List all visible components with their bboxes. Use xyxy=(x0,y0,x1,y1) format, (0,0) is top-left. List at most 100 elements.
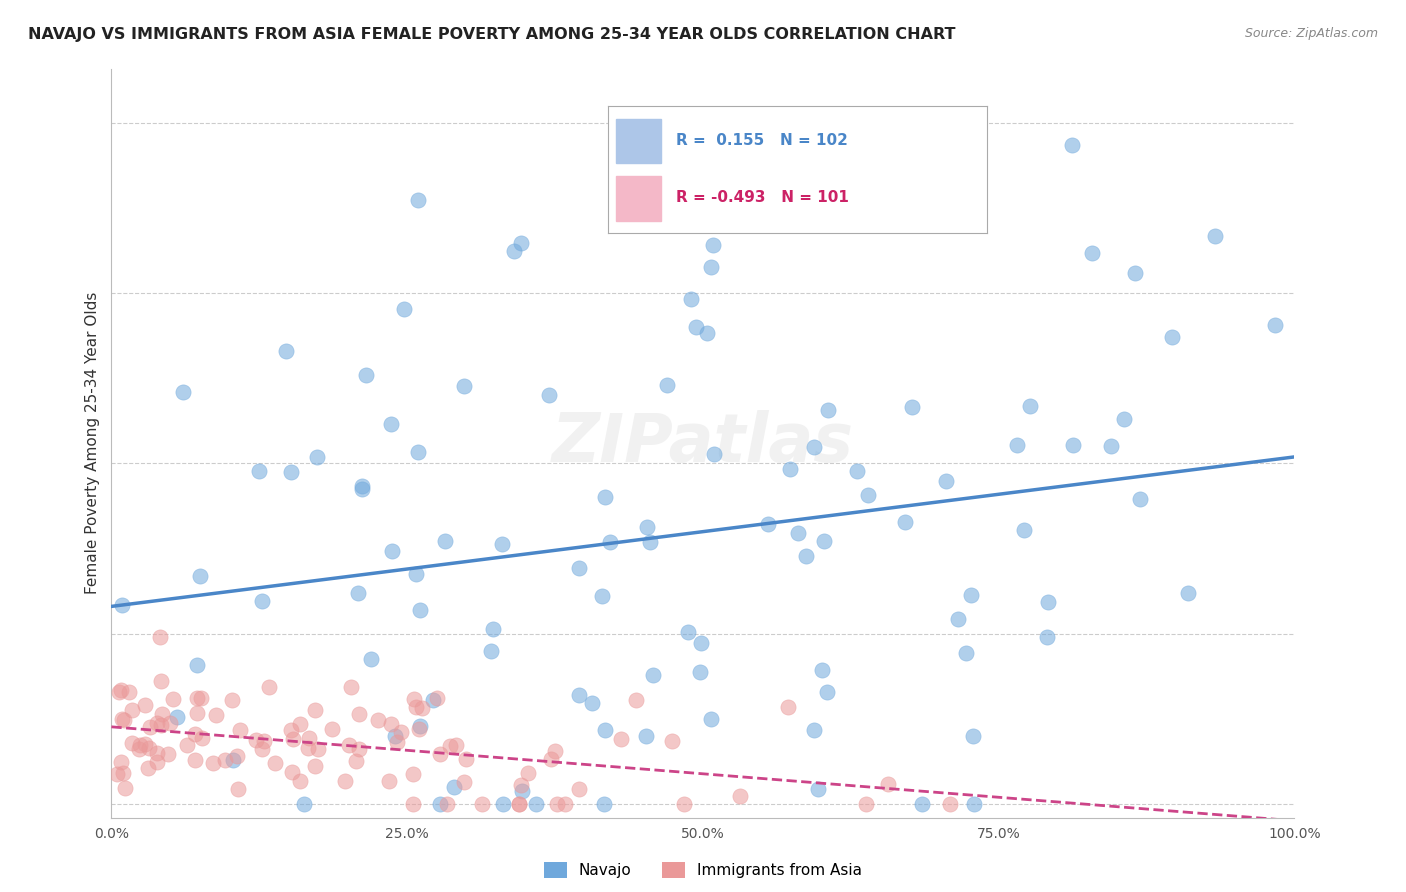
Point xyxy=(894,515,917,529)
Point xyxy=(811,663,834,677)
Point xyxy=(186,657,208,672)
Point xyxy=(491,537,513,551)
Point xyxy=(112,765,135,780)
Point xyxy=(184,753,207,767)
Point xyxy=(280,465,302,479)
Point xyxy=(1161,330,1184,344)
Point xyxy=(188,569,211,583)
Point xyxy=(114,780,136,795)
Point xyxy=(402,766,425,780)
Point xyxy=(544,744,567,758)
Point xyxy=(510,236,533,251)
Point xyxy=(392,301,415,316)
Point xyxy=(546,797,568,811)
Point xyxy=(510,779,533,793)
Text: ZIPatlas: ZIPatlas xyxy=(553,410,853,476)
Point xyxy=(280,764,302,779)
Point xyxy=(159,715,181,730)
Point xyxy=(404,692,426,706)
Point xyxy=(250,741,273,756)
Point xyxy=(304,703,326,717)
Point xyxy=(184,727,207,741)
Point xyxy=(911,797,934,811)
Point xyxy=(813,533,835,548)
Point xyxy=(108,685,131,699)
Point xyxy=(1062,438,1084,452)
Point xyxy=(307,742,329,756)
Point xyxy=(624,693,647,707)
Point xyxy=(524,797,547,811)
Point xyxy=(453,775,475,789)
Point xyxy=(250,594,273,608)
Point xyxy=(1007,437,1029,451)
Point xyxy=(288,717,311,731)
Point xyxy=(935,474,957,488)
Point xyxy=(225,749,247,764)
Point xyxy=(703,447,725,461)
Point xyxy=(610,732,633,747)
Point xyxy=(959,589,981,603)
Point xyxy=(1036,595,1059,609)
Point xyxy=(845,464,868,478)
Point xyxy=(344,754,367,768)
Point xyxy=(221,693,243,707)
Point xyxy=(503,244,526,259)
Point xyxy=(347,742,370,756)
Point xyxy=(568,688,591,702)
Point xyxy=(492,797,515,811)
Point xyxy=(139,720,162,734)
Point xyxy=(136,761,159,775)
Point xyxy=(110,683,132,698)
Point xyxy=(938,797,960,811)
Point xyxy=(510,783,533,797)
Point xyxy=(661,734,683,748)
Point xyxy=(689,665,711,679)
Point xyxy=(408,445,430,459)
Point xyxy=(274,343,297,358)
Point xyxy=(591,590,613,604)
Point xyxy=(172,384,194,399)
Point xyxy=(150,674,173,689)
Point xyxy=(111,599,134,613)
Point xyxy=(779,462,801,476)
Point xyxy=(401,797,423,811)
Point xyxy=(1014,523,1036,537)
Point xyxy=(257,680,280,694)
Point xyxy=(190,691,212,706)
Point xyxy=(121,736,143,750)
Point xyxy=(855,797,877,811)
Point xyxy=(138,741,160,756)
Point xyxy=(1114,412,1136,426)
Point xyxy=(384,729,406,743)
Point xyxy=(593,490,616,504)
Point xyxy=(389,724,412,739)
Point xyxy=(1123,267,1146,281)
Point xyxy=(817,403,839,417)
Point xyxy=(508,797,530,811)
Point xyxy=(479,644,502,658)
Point xyxy=(245,733,267,747)
Point xyxy=(672,797,695,811)
Point xyxy=(429,747,451,761)
Point xyxy=(803,723,825,738)
Point xyxy=(690,635,713,649)
Point xyxy=(962,729,984,743)
Point xyxy=(807,781,830,796)
Point xyxy=(641,668,664,682)
Point xyxy=(280,723,302,737)
Point xyxy=(456,752,478,766)
Point xyxy=(387,735,409,749)
Point xyxy=(1204,228,1226,243)
Point xyxy=(593,797,616,811)
Point xyxy=(298,731,321,745)
Point xyxy=(191,731,214,745)
Point xyxy=(1177,586,1199,600)
Point xyxy=(121,703,143,717)
Point xyxy=(439,739,461,753)
Point xyxy=(405,566,427,581)
Point xyxy=(444,738,467,752)
Point xyxy=(176,738,198,752)
Point xyxy=(146,746,169,760)
Point xyxy=(253,734,276,748)
Point xyxy=(1129,491,1152,506)
